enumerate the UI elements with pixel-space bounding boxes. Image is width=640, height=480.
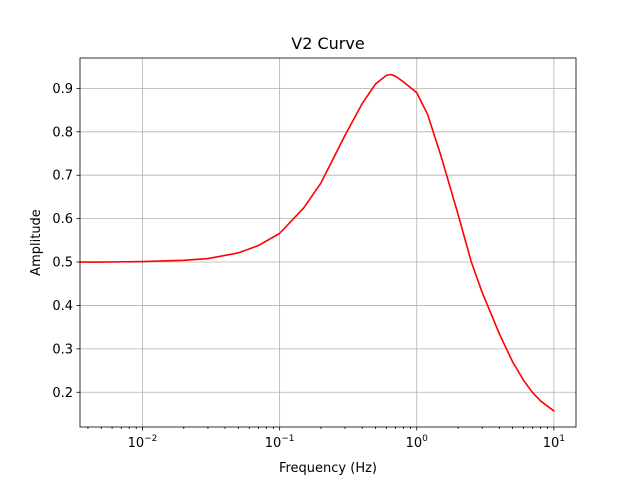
plot-frame <box>79 57 577 428</box>
x-axis-label: Frequency (Hz) <box>279 461 377 476</box>
x-tick-label: 10−2 <box>128 434 158 451</box>
y-tick-label: 0.7 <box>52 169 73 184</box>
grid <box>80 58 576 427</box>
y-tick-label: 0.8 <box>52 125 73 140</box>
y-tick-label: 0.4 <box>52 299 73 314</box>
x-tick-label: 101 <box>543 434 565 451</box>
y-tick-label: 0.3 <box>52 342 73 357</box>
x-tick-label: 100 <box>406 434 429 451</box>
y-axis-label: Amplitude <box>29 209 44 276</box>
y-tick-label: 0.2 <box>52 386 73 401</box>
x-tick-label: 10−1 <box>265 434 295 451</box>
series-line <box>79 73 555 412</box>
y-tick-label: 0.5 <box>52 256 73 271</box>
ticks: 10−2 10−1 100 101 0.2 0.3 0.4 0.5 0.6 0.7 0.8 0.9 <box>52 82 565 451</box>
series-layer <box>79 73 555 412</box>
y-tick-label: 0.9 <box>52 82 73 97</box>
chart-title: V2 Curve <box>291 34 364 53</box>
y-tick-label: 0.6 <box>52 212 73 227</box>
